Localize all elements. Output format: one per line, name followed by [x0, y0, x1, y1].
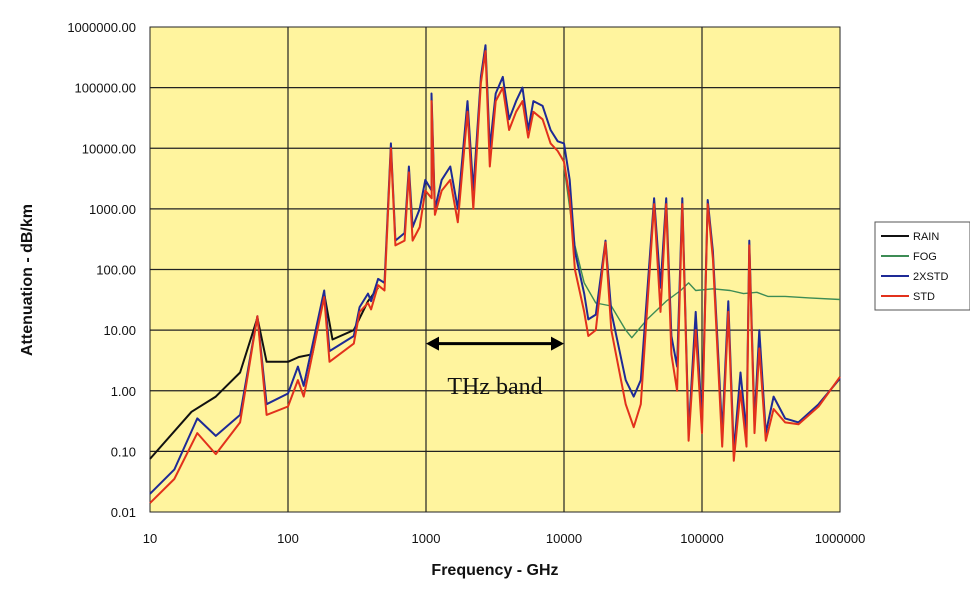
- y-tick-label: 1.00: [111, 384, 136, 399]
- x-axis-title: Frequency - GHz: [431, 562, 558, 579]
- y-tick-label: 100.00: [96, 263, 136, 278]
- legend-label-2xstd: 2XSTD: [913, 271, 949, 283]
- legend: RAIN FOG 2XSTD STD: [874, 221, 970, 311]
- thz-band-annotation: THz band: [426, 336, 564, 400]
- legend-item-std: STD: [881, 291, 935, 303]
- y-tick-label: 100000.00: [75, 81, 136, 96]
- y-tick-label: 10.00: [103, 323, 136, 338]
- thz-band-label: THz band: [447, 374, 542, 400]
- series-line-std: [149, 50, 841, 504]
- y-tick-label: 0.01: [111, 505, 136, 520]
- series-layer: [149, 44, 841, 504]
- x-tick-label: 10: [143, 531, 157, 546]
- y-axis-title: Attenuation - dB/km: [19, 204, 36, 356]
- legend-label-std: STD: [913, 291, 935, 303]
- y-tick-label: 0.10: [111, 444, 136, 459]
- arrow-head-left-icon: [426, 336, 439, 351]
- x-tick-label: 100000: [680, 531, 723, 546]
- x-tick-label: 100: [277, 531, 299, 546]
- legend-item-rain: RAIN: [881, 231, 939, 243]
- legend-item-fog: FOG: [881, 251, 937, 263]
- x-tick-label: 1000: [412, 531, 441, 546]
- y-tick-label: 10000.00: [82, 141, 136, 156]
- legend-label-fog: FOG: [913, 251, 937, 263]
- arrow-head-right-icon: [551, 336, 564, 351]
- legend-label-rain: RAIN: [913, 231, 939, 243]
- y-tick-label: 1000000.00: [67, 20, 136, 35]
- y-tick-label: 1000.00: [89, 202, 136, 217]
- y-axis: 0.01 0.10 1.00 10.00 100.00 1000.00 10000.00 10…: [67, 20, 136, 520]
- legend-item-2xstd: 2XSTD: [881, 271, 949, 283]
- x-axis: 10 100 1000 10000 100000 1000000: [143, 531, 866, 546]
- x-tick-label: 1000000: [815, 531, 866, 546]
- series-line-rain: [149, 287, 379, 460]
- x-tick-label: 10000: [546, 531, 582, 546]
